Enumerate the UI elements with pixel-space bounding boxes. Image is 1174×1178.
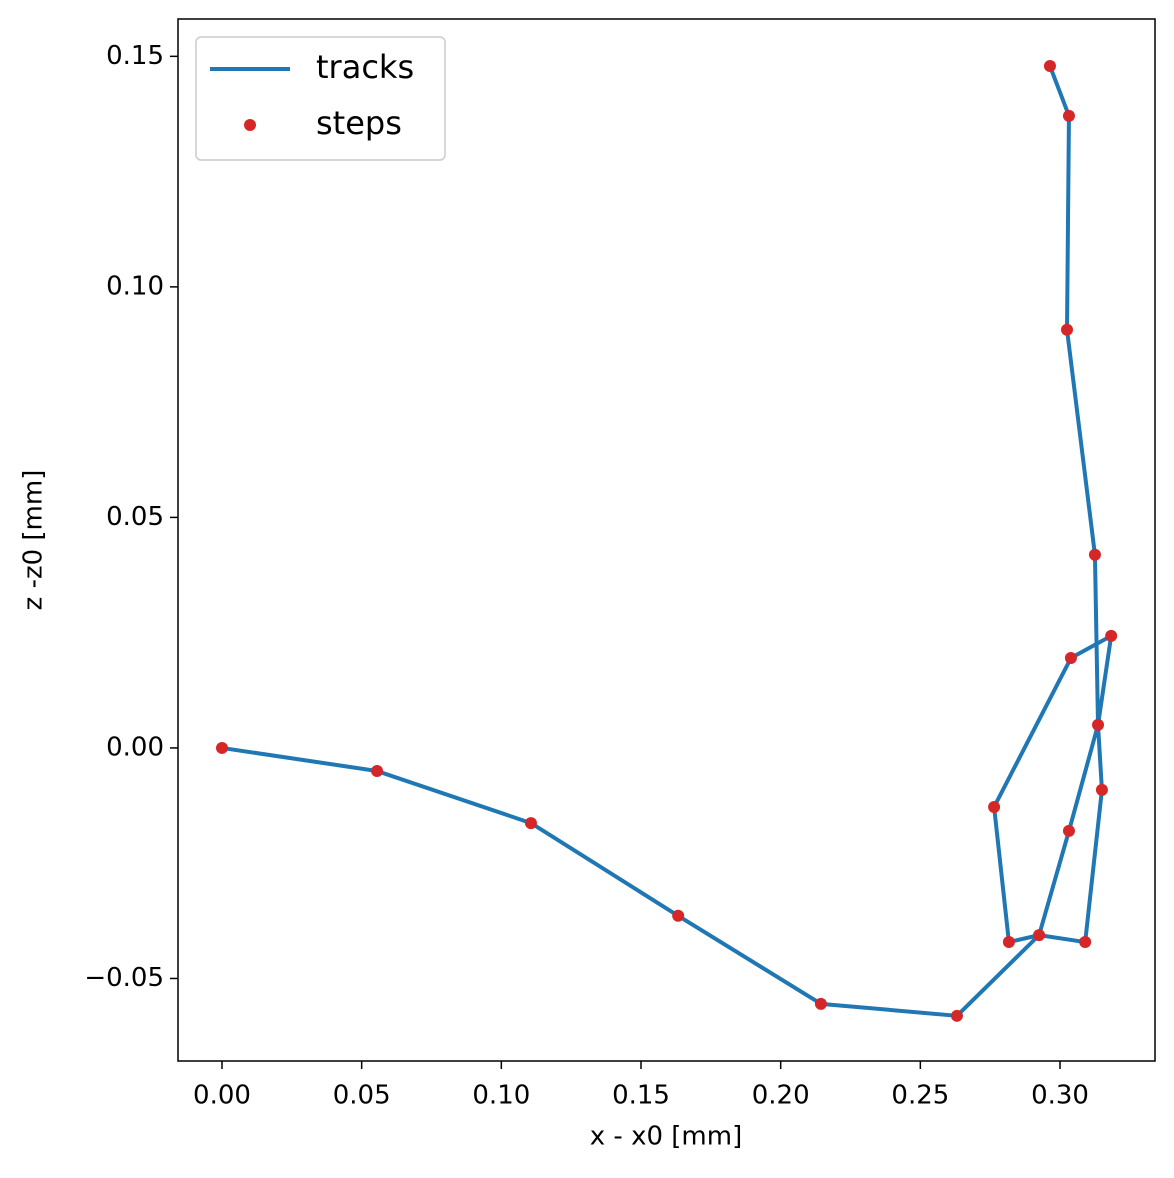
x-axis-label: x - x0 [mm] <box>590 1122 742 1152</box>
legend-label: tracks <box>316 48 414 86</box>
step-point <box>1062 109 1075 122</box>
y-tick-label: 0.05 <box>106 502 164 532</box>
x-tick-label: 0.05 <box>333 1081 391 1111</box>
step-point <box>814 997 827 1010</box>
x-tick-label: 0.15 <box>612 1081 670 1111</box>
step-point <box>950 1009 963 1022</box>
step-point <box>1043 60 1056 73</box>
step-point <box>1092 718 1105 731</box>
step-point <box>1105 629 1118 642</box>
x-tick-label: 0.20 <box>752 1081 810 1111</box>
track-line <box>221 65 1114 1018</box>
y-tick-label: 0.15 <box>106 41 164 71</box>
step-point <box>215 741 228 754</box>
step-point <box>371 764 384 777</box>
step-point <box>1079 936 1092 949</box>
legend-label: steps <box>316 104 402 142</box>
x-tick-label: 0.25 <box>891 1081 949 1111</box>
x-tick-label: 0.10 <box>472 1081 530 1111</box>
x-tick-label: 0.00 <box>193 1081 251 1111</box>
step-point <box>1095 783 1108 796</box>
step-point <box>1033 929 1046 942</box>
plot-frame <box>177 18 1156 1062</box>
y-tick-label: 0.10 <box>106 271 164 301</box>
legend: tracks steps <box>195 36 446 161</box>
step-point <box>1062 824 1075 837</box>
step-point <box>1002 936 1015 949</box>
y-tick-label: 0.00 <box>106 732 164 762</box>
step-point <box>988 800 1001 813</box>
step-point <box>672 909 685 922</box>
x-tick-label: 0.30 <box>1031 1081 1089 1111</box>
y-tick-label: −0.05 <box>84 963 164 993</box>
step-point <box>524 817 537 830</box>
step-point <box>1064 652 1077 665</box>
legend-dot <box>244 119 256 131</box>
step-point <box>1061 323 1074 336</box>
step-point <box>1088 548 1101 561</box>
y-axis-label: z -z0 [mm] <box>19 470 49 611</box>
